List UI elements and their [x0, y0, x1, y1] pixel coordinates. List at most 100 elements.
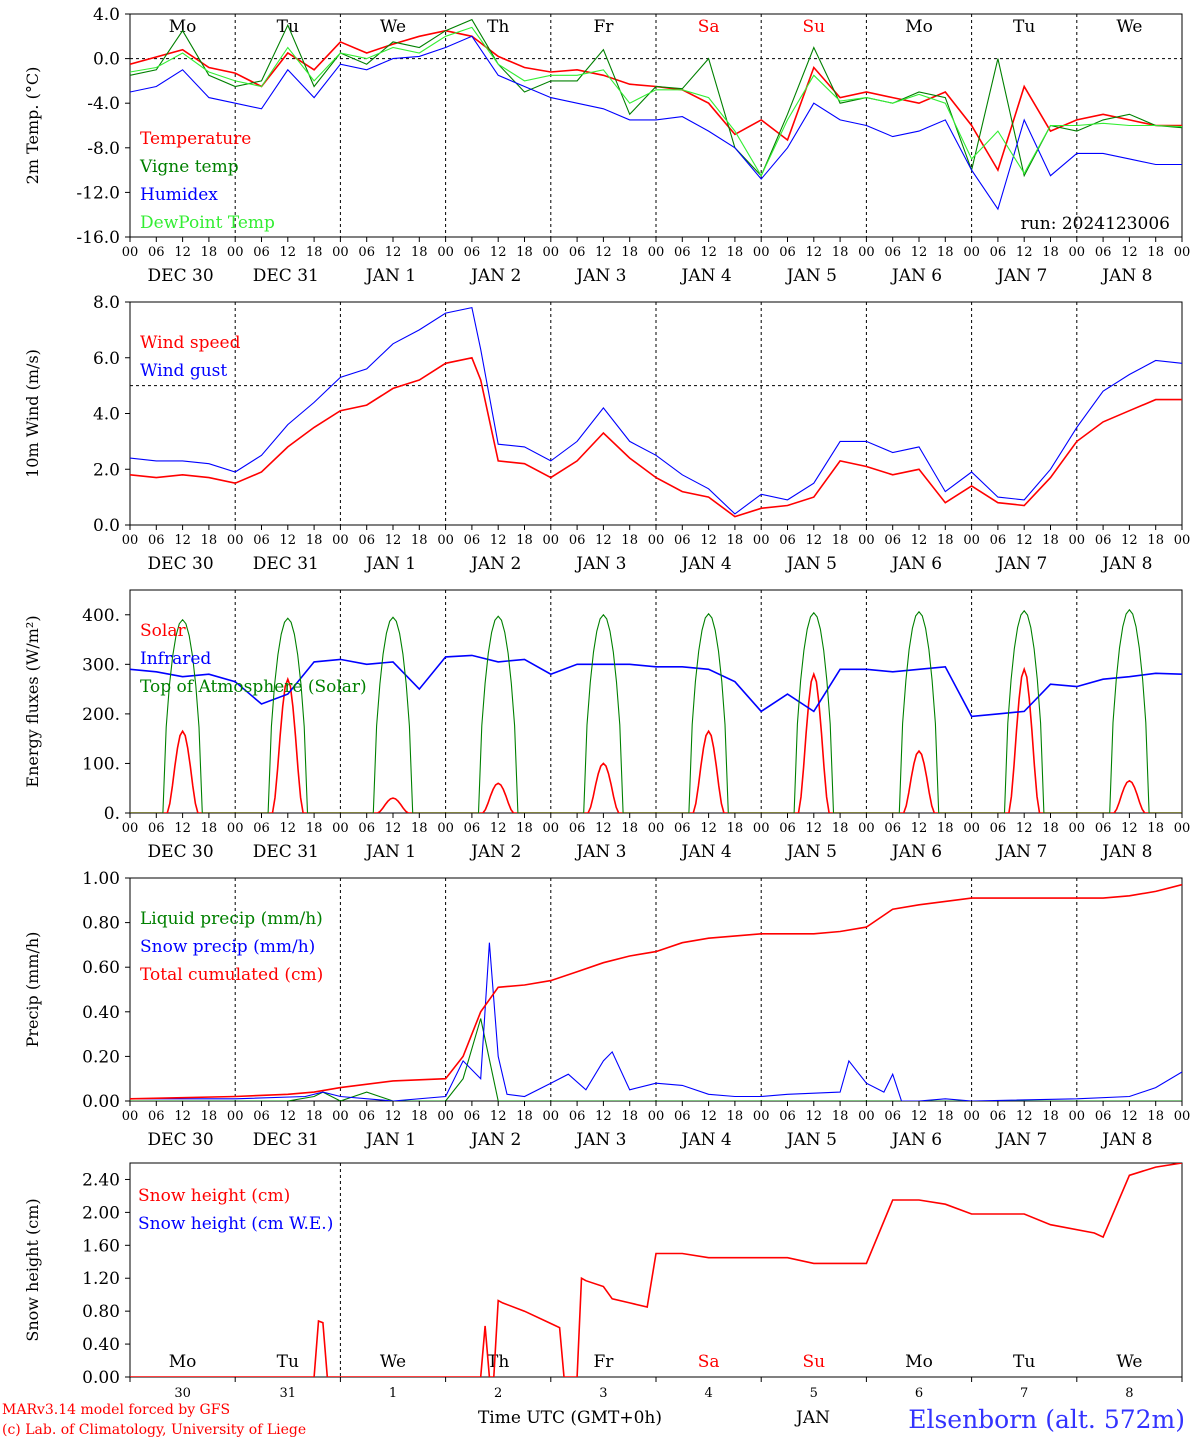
x-date-label: JAN 5 — [785, 842, 837, 862]
x-hour-label: 12 — [1121, 533, 1138, 548]
legend-entry: Humidex — [140, 185, 218, 205]
x-hour-label: 18 — [832, 821, 849, 836]
x-hour-label: 12 — [911, 1109, 928, 1124]
x-date-label: JAN 3 — [574, 554, 626, 574]
series-line-snow-precip-mm-h- — [130, 942, 1182, 1101]
x-hour-label: 06 — [358, 1109, 375, 1124]
x-hour-label: 12 — [1016, 533, 1033, 548]
x-day-number: 31 — [280, 1386, 297, 1401]
y-tick-label: 0.40 — [82, 1335, 120, 1355]
x-hour-label: 12 — [385, 821, 402, 836]
x-date-label: DEC 30 — [148, 266, 214, 286]
x-hour-label: 06 — [884, 1109, 901, 1124]
x-hour-label: 12 — [1121, 1109, 1138, 1124]
x-hour-label: 12 — [490, 533, 507, 548]
x-hour-label: 12 — [385, 245, 402, 260]
footer-xlabel: Time UTC (GMT+0h) — [478, 1408, 662, 1428]
x-hour-label: 00 — [227, 1109, 244, 1124]
x-hour-label: 00 — [543, 821, 560, 836]
weekday-label: Tu — [277, 17, 299, 37]
y-tick-label: 1.20 — [82, 1269, 120, 1289]
x-hour-label: 06 — [358, 533, 375, 548]
x-date-label: JAN 8 — [1100, 266, 1152, 286]
x-hour-label: 12 — [1016, 821, 1033, 836]
x-hour-label: 12 — [806, 821, 823, 836]
x-hour-label: 12 — [490, 245, 507, 260]
weekday-label: Th — [487, 1352, 509, 1372]
x-date-label: JAN 4 — [680, 1130, 732, 1150]
x-hour-label: 06 — [253, 533, 270, 548]
x-hour-label: 18 — [832, 533, 849, 548]
x-hour-label: 00 — [122, 1109, 139, 1124]
x-date-label: JAN 6 — [890, 1130, 942, 1150]
x-hour-label: 18 — [621, 245, 638, 260]
x-hour-label: 00 — [437, 245, 454, 260]
legend-entry: Solar — [140, 621, 186, 641]
y-axis-label: 10m Wind (m/s) — [23, 349, 42, 478]
x-hour-label: 06 — [884, 533, 901, 548]
run-label: run: 2024123006 — [1021, 214, 1170, 234]
y-tick-label: -4.0 — [87, 94, 120, 114]
weekday-label: We — [380, 1352, 406, 1372]
x-hour-label: 00 — [227, 821, 244, 836]
series-line-total-cumulated-cm- — [130, 883, 1182, 1100]
footer-lab: (c) Lab. of Climatology, University of L… — [2, 1422, 306, 1438]
series-line-solar — [130, 666, 1182, 813]
x-hour-label: 12 — [700, 245, 717, 260]
weekday-label: Fr — [593, 17, 614, 37]
x-hour-label: 18 — [1042, 1109, 1059, 1124]
x-hour-label: 12 — [911, 245, 928, 260]
legend-entry: DewPoint Temp — [140, 213, 275, 233]
x-hour-label: 00 — [648, 1109, 665, 1124]
x-hour-label: 12 — [490, 821, 507, 836]
y-tick-label: 2.00 — [82, 1203, 120, 1223]
x-hour-label: 06 — [779, 821, 796, 836]
x-date-label: DEC 31 — [253, 554, 319, 574]
x-hour-label: 00 — [858, 821, 875, 836]
x-hour-label: 12 — [595, 533, 612, 548]
x-hour-label: 00 — [1174, 1109, 1191, 1124]
x-hour-label: 18 — [201, 821, 218, 836]
x-day-number: 4 — [704, 1386, 712, 1401]
x-date-label: DEC 30 — [148, 554, 214, 574]
x-hour-label: 00 — [858, 533, 875, 548]
x-day-number: 2 — [494, 1386, 502, 1401]
x-hour-label: 12 — [595, 1109, 612, 1124]
x-hour-label: 12 — [490, 1109, 507, 1124]
series-line-humidex — [130, 35, 1182, 211]
series-line-liquid-precip-mm-h- — [130, 1018, 1182, 1101]
weekday-label: Su — [802, 1352, 825, 1372]
y-tick-label: 2.40 — [82, 1170, 120, 1190]
panel-snow: 2.40 2.00 1.60 1.20 0.80 0.40 0.00 Snow height … — [23, 1162, 1183, 1401]
x-hour-label: 12 — [1016, 1109, 1033, 1124]
x-date-label: JAN 1 — [364, 266, 416, 286]
x-hour-label: 18 — [1147, 533, 1164, 548]
x-hour-label: 06 — [148, 533, 165, 548]
weekday-label: Tu — [277, 1352, 299, 1372]
x-hour-label: 00 — [753, 533, 770, 548]
x-date-label: DEC 31 — [253, 842, 319, 862]
x-hour-label: 18 — [621, 821, 638, 836]
panel-frame — [129, 589, 1183, 814]
series-line-wind-gust — [130, 306, 1182, 515]
x-hour-label: 18 — [727, 245, 744, 260]
x-hour-label: 06 — [1095, 821, 1112, 836]
x-hour-label: 18 — [411, 821, 428, 836]
weekday-label: Tu — [1013, 17, 1035, 37]
x-hour-label: 00 — [753, 821, 770, 836]
x-date-label: DEC 30 — [148, 842, 214, 862]
x-hour-label: 06 — [990, 245, 1007, 260]
y-tick-label: -8.0 — [87, 139, 120, 159]
x-hour-label: 12 — [385, 1109, 402, 1124]
series-line-wind-speed — [130, 356, 1182, 518]
x-hour-label: 00 — [227, 533, 244, 548]
y-tick-label: 0.40 — [82, 1003, 120, 1023]
x-hour-label: 00 — [332, 1109, 349, 1124]
x-date-label: JAN 2 — [469, 1130, 521, 1150]
x-date-label: JAN 7 — [995, 842, 1047, 862]
x-hour-label: 06 — [990, 821, 1007, 836]
x-hour-label: 18 — [727, 821, 744, 836]
x-hour-label: 12 — [1121, 821, 1138, 836]
y-tick-label: 0.00 — [82, 1368, 120, 1388]
